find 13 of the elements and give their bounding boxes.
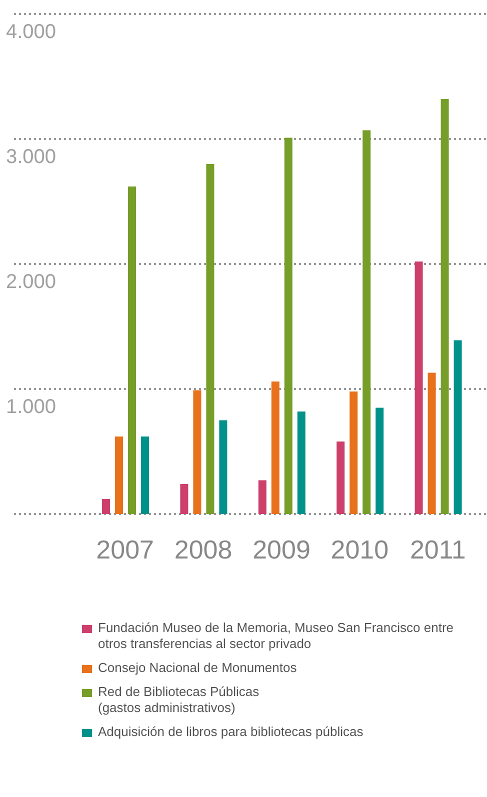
x-tick-label: 2010 bbox=[330, 534, 389, 564]
legend-label: Fundación Museo de la Memoria, Museo San Francisco entre otros transferencias al sector privado bbox=[98, 620, 455, 652]
x-tick-label: 2011 bbox=[410, 534, 466, 564]
x-tick-label: 2009 bbox=[252, 534, 310, 564]
y-tick-label: 1.000 bbox=[6, 396, 56, 418]
legend-label: Consejo Nacional de Monumentos bbox=[98, 660, 297, 676]
legend-label: Adquisición de libros para bibliotecas públicas bbox=[98, 724, 364, 740]
y-tick-label: 4.000 bbox=[6, 21, 56, 43]
x-tick-label: 2008 bbox=[174, 534, 232, 564]
x-tick-label: 2007 bbox=[96, 534, 154, 564]
y-tick-label: 3.000 bbox=[6, 146, 56, 168]
y-tick-label: 2.000 bbox=[6, 271, 56, 293]
legend-label: Red de Bibliotecas Públicas (gastos administrativos) bbox=[98, 684, 260, 716]
